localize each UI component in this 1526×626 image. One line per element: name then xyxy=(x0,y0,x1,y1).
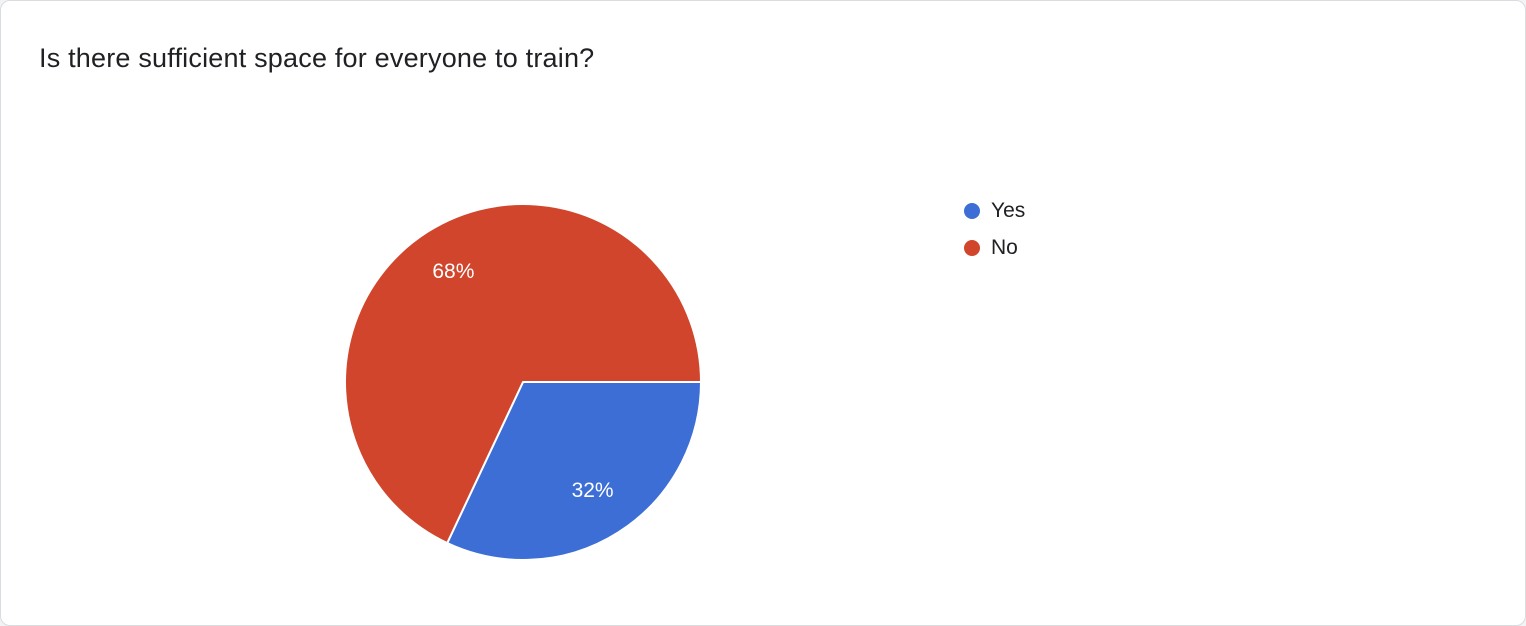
pie-chart-svg: 32% 68% xyxy=(344,203,702,561)
legend: Yes No xyxy=(964,199,1025,260)
pie-slice-label-no: 68% xyxy=(432,260,474,283)
pie-slice-yes[interactable] xyxy=(446,381,702,561)
legend-swatch-no xyxy=(964,240,980,256)
pie-slice-label-yes: 32% xyxy=(572,479,614,502)
legend-swatch-yes xyxy=(964,203,980,219)
pie-slice-no[interactable] xyxy=(344,203,702,545)
pie-chart: 32% 68% xyxy=(343,202,703,562)
chart-title: Is there sufficient space for everyone t… xyxy=(39,43,595,73)
legend-item-yes: Yes xyxy=(964,199,1025,223)
legend-label-yes: Yes xyxy=(991,199,1026,222)
legend-item-no: No xyxy=(964,236,1025,260)
legend-label-no: No xyxy=(991,236,1018,259)
